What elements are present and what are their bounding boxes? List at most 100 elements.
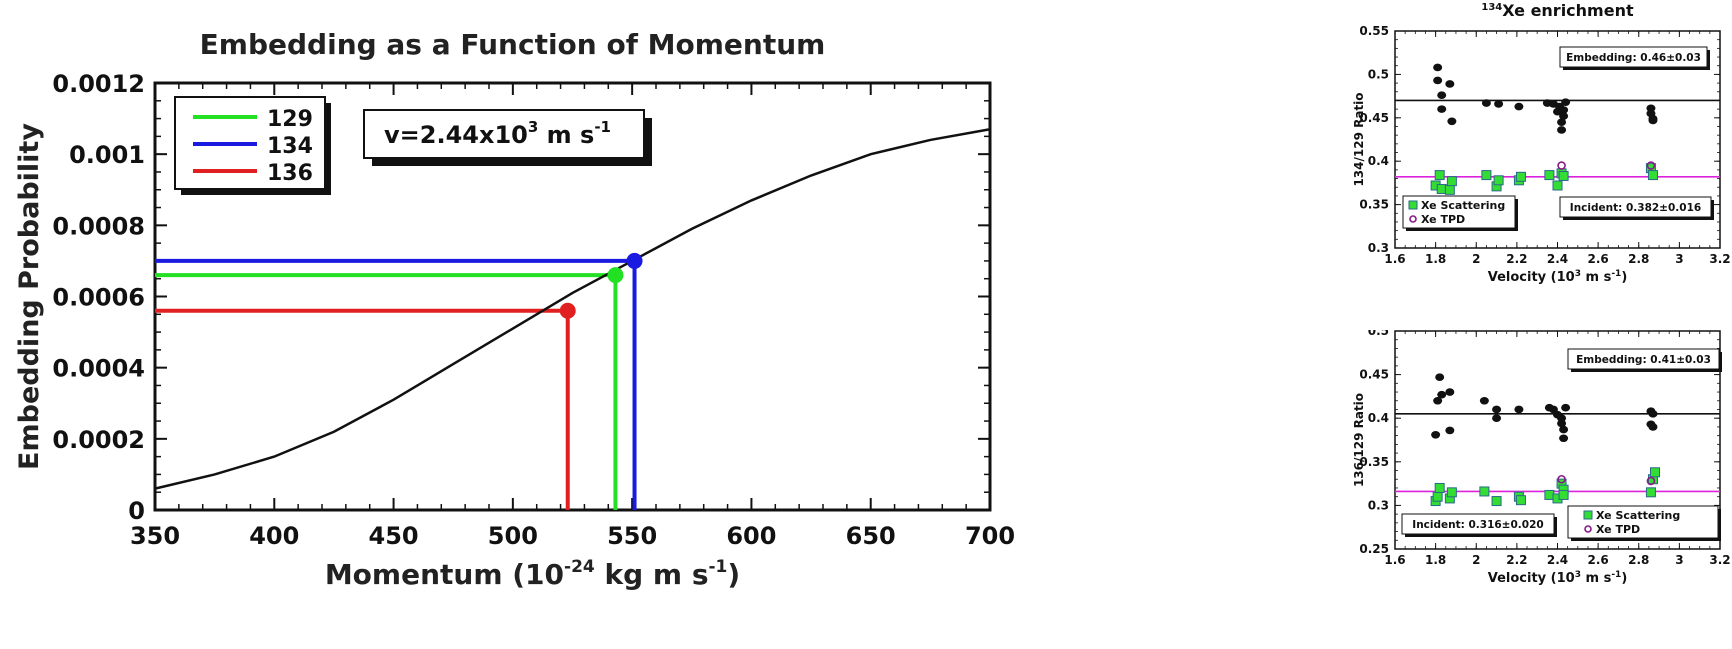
x-axis-label-exp: -24 [564, 557, 595, 577]
annotation-box [363, 109, 645, 159]
legend-swatch-tpd [1584, 525, 1592, 533]
velocity-annotation: v=2.44x103 m s-1 [384, 118, 611, 149]
x-tick-label: 2.6 [1587, 252, 1608, 266]
xe-scattering-point [1434, 170, 1445, 181]
x-tick-label: 3 [1675, 553, 1683, 567]
legend-swatch-scattering [1583, 510, 1593, 520]
embedding-point [1557, 126, 1567, 134]
xe-scattering-point [1481, 170, 1492, 181]
y-tick-label: 0.35 [1359, 455, 1389, 469]
x-axis-label: Velocity (103 m s-1) [1488, 269, 1628, 285]
y-tick-label: 0.0006 [52, 284, 145, 312]
xe-scattering-point [1493, 175, 1504, 186]
series-129-point [607, 267, 624, 284]
y-tick-label: 0.3 [1368, 498, 1389, 512]
embedding-point [1514, 102, 1524, 111]
embedding-point [1646, 104, 1656, 113]
legend-label-scattering: Xe Scattering [1596, 509, 1680, 522]
xe-tpd-point [1557, 161, 1566, 170]
embedding-point [1494, 100, 1504, 108]
embedding-point [1437, 91, 1447, 100]
y-tick-label: 0.5 [1368, 330, 1389, 338]
legend-swatch-scattering [1408, 200, 1418, 210]
xe-scattering-point [1558, 170, 1569, 181]
y-tick-label: 0 [128, 497, 145, 525]
y-tick-label: 0.3 [1368, 241, 1389, 255]
embedding-point [1481, 99, 1491, 107]
x-axis-label: Velocity (103 m s-1) [1488, 570, 1628, 586]
x-tick-label: 3 [1675, 252, 1683, 266]
annotation-prefix: v=2.44x10 [384, 121, 528, 149]
legend-swatch-tpd [1409, 215, 1417, 223]
embedding-point [1557, 118, 1567, 126]
xe-scattering-point [1650, 467, 1660, 478]
x-tick-label: 2 [1472, 252, 1480, 266]
embedding-label: Embedding: 0.41±0.03 [1576, 354, 1711, 366]
enrichment-134-chart: 134Xe enrichment 1.6 1.8 2 2.2 2.4 2.6 2.8 3 3.2 0… [1352, 1, 1731, 285]
x-tick-label: 2.4 [1547, 553, 1568, 567]
embedding-point [1648, 116, 1658, 125]
y-tick-label: 0.4 [1368, 154, 1389, 168]
embedding-point [1648, 423, 1658, 431]
x-axis-label-main: Velocity (10 [1488, 270, 1575, 285]
y-tick-label: 0.0002 [52, 426, 145, 454]
x-tick-label: 600 [726, 522, 776, 550]
incident-label-box [1401, 513, 1555, 535]
xe-scattering-point [1432, 491, 1443, 502]
xe-scattering-point [1444, 184, 1455, 195]
x-tick-label: 1.8 [1425, 553, 1446, 567]
xe-scattering-point [1552, 180, 1563, 191]
annotation-exp2: -1 [594, 118, 611, 136]
y-tick-label: 0.4 [1368, 411, 1389, 425]
x-tick-label: 3.2 [1709, 553, 1730, 567]
legend-label-tpd: Xe TPD [1421, 213, 1465, 226]
embedding-curve [154, 128, 991, 490]
xe-scattering-point [1434, 482, 1445, 493]
x-tick-label: 2.8 [1628, 252, 1649, 266]
xe-scattering-point [1479, 486, 1490, 497]
embedding-label-box [1559, 46, 1708, 68]
x-tick-label: 1.6 [1384, 252, 1405, 266]
embedding-point [1648, 410, 1658, 418]
legend-label-tpd: Xe TPD [1596, 523, 1640, 536]
xe-scattering-point [1491, 496, 1502, 507]
incident-label-box [1559, 196, 1712, 218]
series-136-point [559, 302, 576, 319]
x-axis-label-exp: 3 [1575, 570, 1581, 580]
x-tick-label: 550 [607, 522, 657, 550]
x-axis-label-close: ) [1621, 270, 1627, 285]
title-text: Xe enrichment [1502, 1, 1634, 20]
incident-label: Incident: 0.316±0.020 [1412, 519, 1543, 531]
xe-tpd-point [1557, 474, 1566, 484]
x-axis-label-close: ) [1621, 571, 1627, 586]
x-tick-label: 1.6 [1384, 553, 1405, 567]
x-tick-label: 2.4 [1547, 252, 1568, 266]
y-tick-label: 0.25 [1359, 542, 1389, 556]
chart-title: 134Xe enrichment [1481, 1, 1634, 20]
x-axis-label-main: Velocity (10 [1488, 571, 1575, 586]
x-axis-label-units: m s [1581, 571, 1612, 586]
title-superscript: 134 [1481, 2, 1502, 13]
series-134-point [626, 252, 643, 269]
embedding-point [1445, 388, 1455, 396]
embedding-point [1437, 390, 1447, 399]
x-axis-label-units: m s [1581, 270, 1612, 285]
x-tick-label: 650 [846, 522, 896, 550]
x-axis-label-exp: 3 [1575, 269, 1581, 279]
y-tick-label: 0.55 [1359, 24, 1389, 38]
y-axis-label: 136/129 Ratio [1352, 393, 1366, 487]
y-tick-label: 0.35 [1359, 198, 1389, 212]
x-tick-label: 2.6 [1587, 553, 1608, 567]
embedding-label-box [1567, 348, 1720, 370]
legend-box [1567, 505, 1719, 539]
y-tick-label: 0.5 [1368, 67, 1389, 81]
incident-label: Incident: 0.382±0.016 [1570, 202, 1701, 214]
embedding-point [1559, 106, 1569, 114]
x-tick-label: 2.2 [1506, 553, 1527, 567]
legend-label-134: 134 [267, 134, 313, 159]
x-axis-label-close: ) [727, 558, 740, 591]
embedding-label: Embedding: 0.46±0.03 [1566, 52, 1701, 64]
x-tick-label: 2.2 [1506, 252, 1527, 266]
xe-scattering-point [1446, 176, 1457, 187]
embedding-point [1559, 112, 1569, 120]
